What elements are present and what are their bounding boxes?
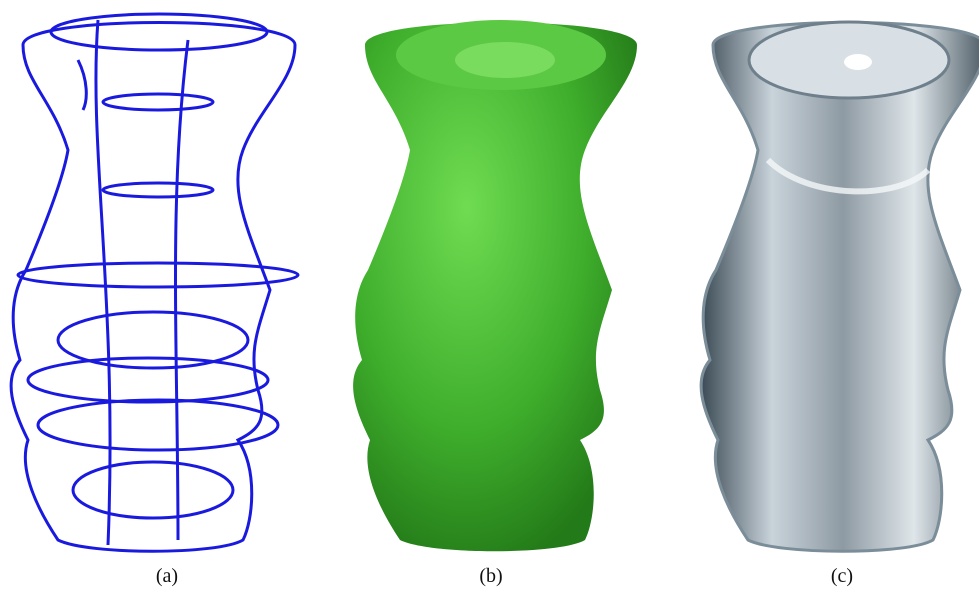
glass-view: [701, 22, 979, 551]
figure: (a) (b) (c): [0, 0, 979, 596]
wireframe-view: [11, 14, 298, 551]
caption: (a): [156, 565, 178, 587]
caption: (c): [831, 565, 853, 587]
caption: (b): [479, 565, 502, 587]
solid-view: [353, 20, 637, 551]
